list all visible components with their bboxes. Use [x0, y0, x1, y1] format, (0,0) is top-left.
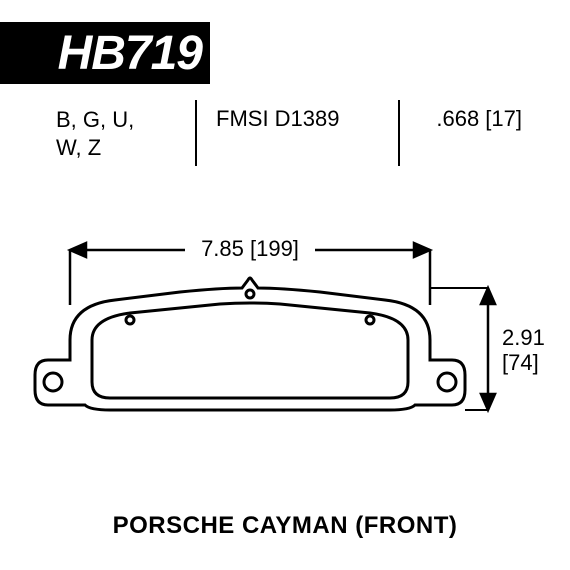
spec-fmsi: FMSI D1389: [200, 100, 400, 170]
brake-pad-outline: [35, 278, 465, 410]
spec-thickness: .668 [17]: [400, 100, 530, 170]
width-label: 7.85 [199]: [201, 236, 299, 261]
height-label: 2.91: [502, 325, 545, 350]
spec-divider-2: [398, 100, 400, 166]
compounds-line2: W, Z: [56, 134, 184, 162]
product-caption: PORSCHE CAYMAN (FRONT): [0, 512, 570, 540]
compounds-line1: B, G, U,: [56, 106, 184, 134]
part-number: HB719: [58, 26, 202, 81]
spec-divider-1: [195, 100, 197, 166]
height-label-mm: [74]: [502, 350, 539, 375]
brake-pad-diagram: 7.85 [199] 2.91 [74]: [20, 210, 550, 470]
spec-row: B, G, U, W, Z FMSI D1389 .668 [17]: [40, 100, 530, 170]
header-band: HB719: [0, 22, 210, 84]
diagram-svg: 7.85 [199] 2.91 [74]: [20, 210, 550, 470]
height-dimension: [430, 288, 495, 410]
spec-compounds: B, G, U, W, Z: [40, 100, 200, 170]
